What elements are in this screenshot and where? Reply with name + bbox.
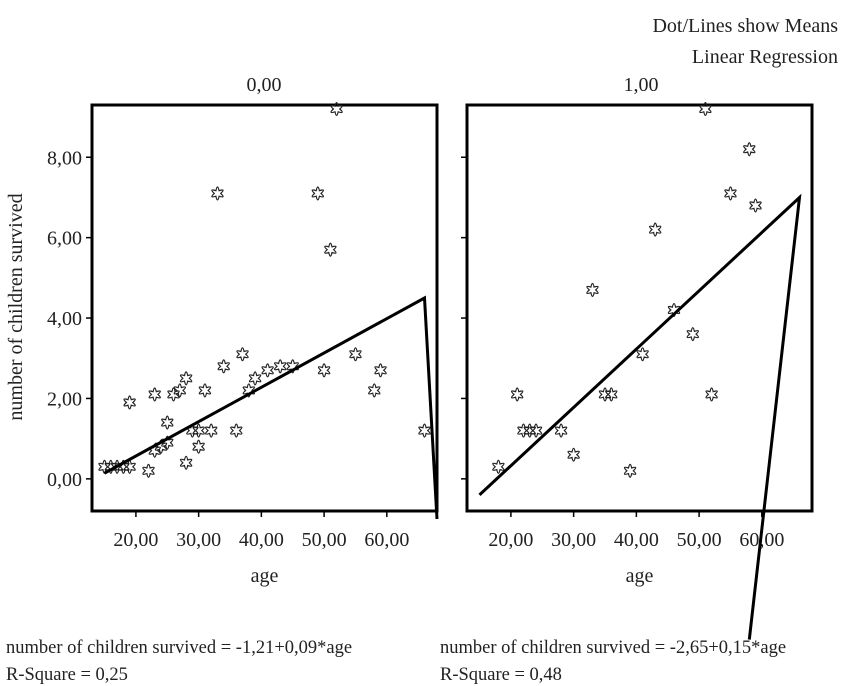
data-point (523, 423, 536, 438)
x-tick-label: 20,00 (113, 529, 158, 551)
regression-line-1 (103, 295, 439, 520)
data-point (418, 423, 431, 438)
data-point (724, 186, 737, 201)
data-point (705, 387, 718, 402)
regression-equation-1: number of children survived = -1,21+0,09… (6, 638, 352, 658)
data-point (686, 327, 700, 342)
x-tick-label: 30,00 (551, 529, 596, 551)
data-point (649, 222, 662, 237)
data-point (598, 387, 612, 402)
x-axis-label: age (251, 565, 279, 587)
x-tick-label: 50,00 (302, 529, 347, 551)
y-axis-label: number of children survived (5, 193, 27, 420)
data-point (324, 242, 337, 257)
x-tick-label: 50,00 (677, 529, 722, 551)
data-point (699, 101, 712, 117)
data-point (517, 423, 530, 438)
data-point (492, 459, 505, 474)
data-point (311, 186, 325, 201)
data-point (192, 439, 205, 454)
data-point (567, 447, 580, 462)
r-square-1: R-Square = 0,25 (6, 665, 128, 685)
panel-frame-2 (465, 103, 814, 513)
data-point (123, 459, 136, 474)
data-point (186, 423, 199, 438)
regression-line-2 (478, 193, 802, 640)
data-point (749, 198, 762, 213)
x-axis-label: age (626, 565, 654, 587)
data-point (230, 423, 243, 438)
x-tick-label: 40,00 (239, 529, 284, 551)
data-point (117, 459, 130, 474)
data-point (510, 387, 524, 402)
data-point (317, 363, 331, 378)
x-tick-label: 30,00 (176, 529, 221, 551)
data-point (205, 423, 218, 438)
y-tick-label: 8,00 (47, 147, 82, 169)
data-point (636, 347, 649, 362)
data-point (274, 359, 287, 374)
chart-note-regression: Linear Regression (692, 46, 838, 68)
panel-title-1: 0,00 (247, 74, 282, 96)
data-point (123, 395, 136, 410)
data-point (368, 383, 381, 398)
y-tick-label: 0,00 (47, 469, 82, 491)
data-point (173, 383, 186, 398)
data-point (217, 359, 230, 374)
data-point (554, 423, 568, 438)
data-point (148, 387, 161, 402)
data-point (623, 463, 637, 478)
data-point (161, 415, 174, 430)
data-point (198, 383, 212, 398)
data-point (192, 423, 205, 438)
data-point (179, 455, 193, 470)
data-point (743, 142, 756, 157)
panel-title-2: 1,00 (624, 74, 659, 96)
x-tick-label: 20,00 (488, 529, 533, 551)
regression-equation-2: number of children survived = -2,65+0,15… (440, 638, 786, 658)
data-point (261, 363, 274, 378)
data-point (179, 371, 193, 386)
x-tick-label: 40,00 (614, 529, 659, 551)
data-point (211, 186, 224, 201)
data-point (161, 435, 174, 450)
data-point (349, 347, 362, 362)
chart-note-means: Dot/Lines show Means (652, 15, 838, 37)
data-point (142, 463, 155, 478)
panel-frame-1 (90, 103, 439, 513)
x-tick-label: 60,00 (364, 529, 409, 551)
y-tick-label: 4,00 (47, 308, 82, 330)
data-point (374, 363, 387, 378)
data-point (586, 282, 599, 297)
data-point (248, 371, 262, 386)
r-square-2: R-Square = 0,48 (440, 665, 562, 685)
data-point (167, 387, 180, 402)
data-point (98, 459, 111, 474)
data-point (529, 423, 543, 438)
y-tick-label: 2,00 (47, 388, 82, 410)
data-point (605, 387, 618, 402)
data-point (330, 101, 343, 117)
data-point (236, 347, 249, 362)
y-tick-label: 6,00 (47, 228, 82, 250)
